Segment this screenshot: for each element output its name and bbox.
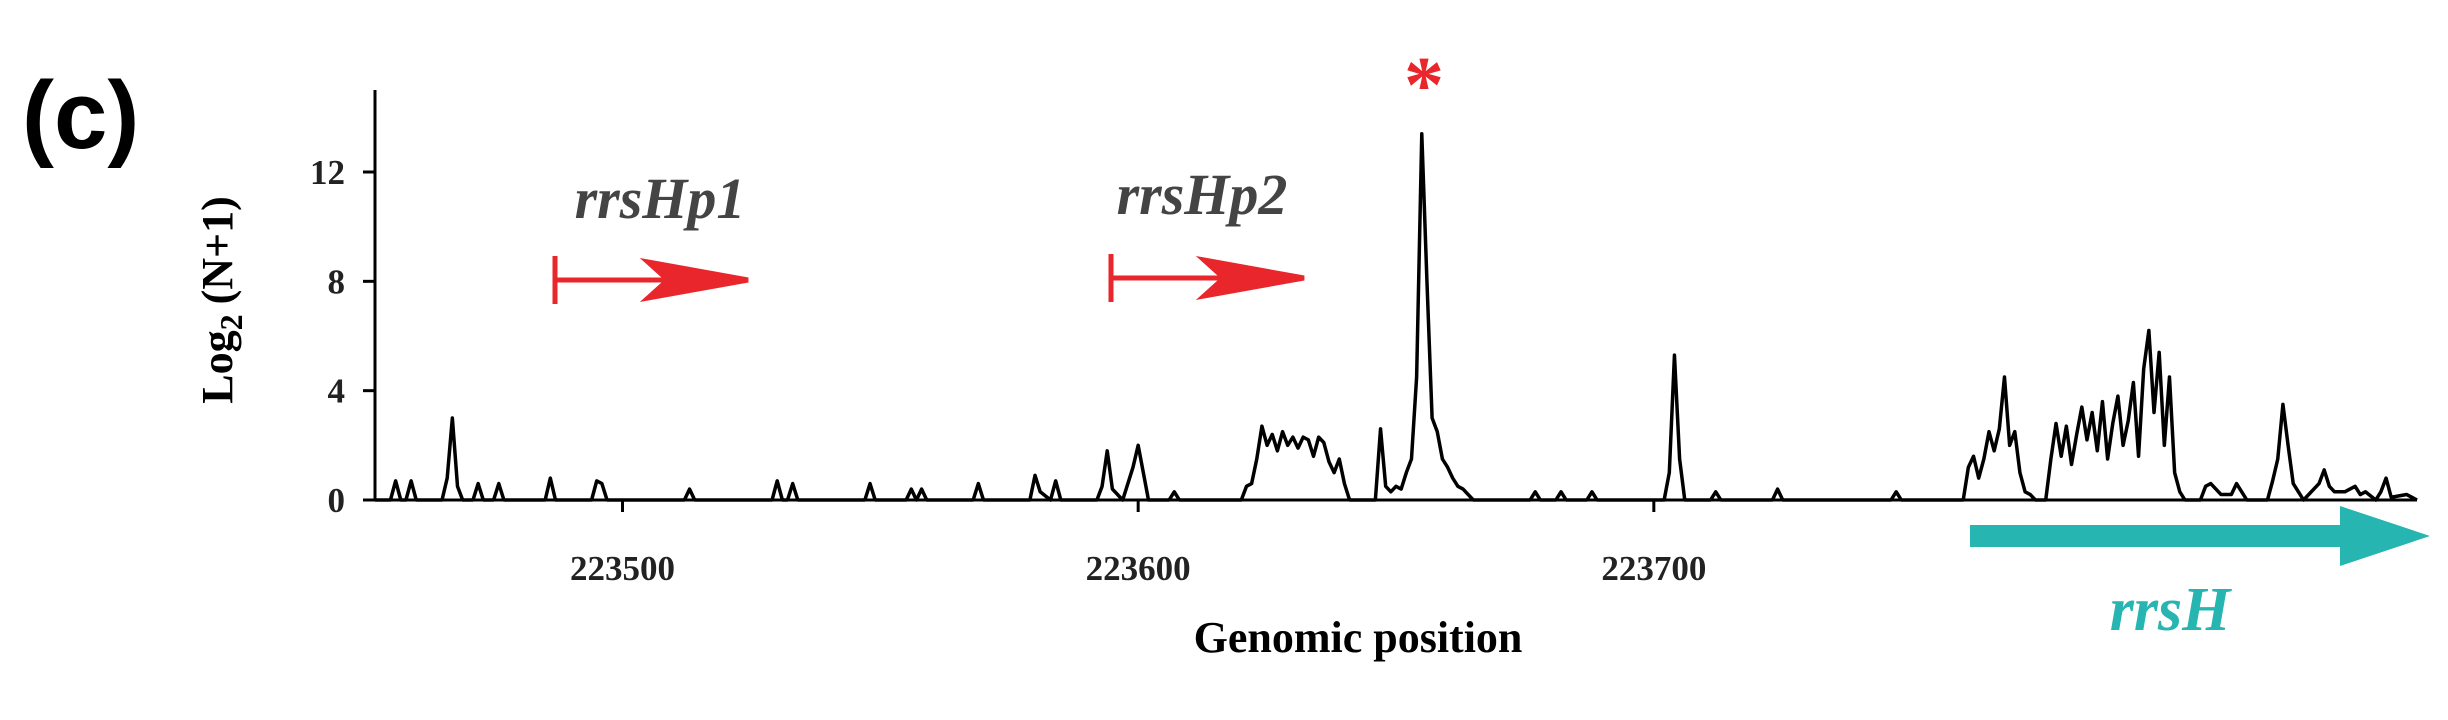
x-tick-label: 223700 [1601, 549, 1706, 588]
promoter-arrow [1108, 254, 1305, 302]
y-tick-label: 8 [328, 262, 346, 301]
promoter-label: rrsHp1 [575, 166, 746, 231]
gene-label: rrsH [2110, 576, 2232, 644]
panel-label: (c) [22, 62, 139, 169]
gene-arrow [1970, 506, 2430, 566]
promoter-arrow [552, 256, 749, 304]
peak-marker: * [1404, 42, 1444, 130]
x-tick-label: 223500 [570, 549, 675, 588]
data-line [375, 131, 2418, 502]
x-axis-title: Genomic position [1194, 613, 1523, 662]
y-title-sub: 2 [213, 314, 249, 330]
y-title-tail: (N+1) [193, 196, 242, 304]
y-tick-label: 4 [328, 372, 346, 411]
x-tick-label: 223600 [1086, 549, 1191, 588]
y-title-main: Log [193, 330, 242, 403]
y-axis-title: Log2 (N+1) [193, 196, 249, 404]
y-tick-label: 0 [328, 481, 346, 520]
y-tick-label: 12 [310, 153, 345, 192]
promoter-label: rrsHp2 [1117, 162, 1288, 227]
